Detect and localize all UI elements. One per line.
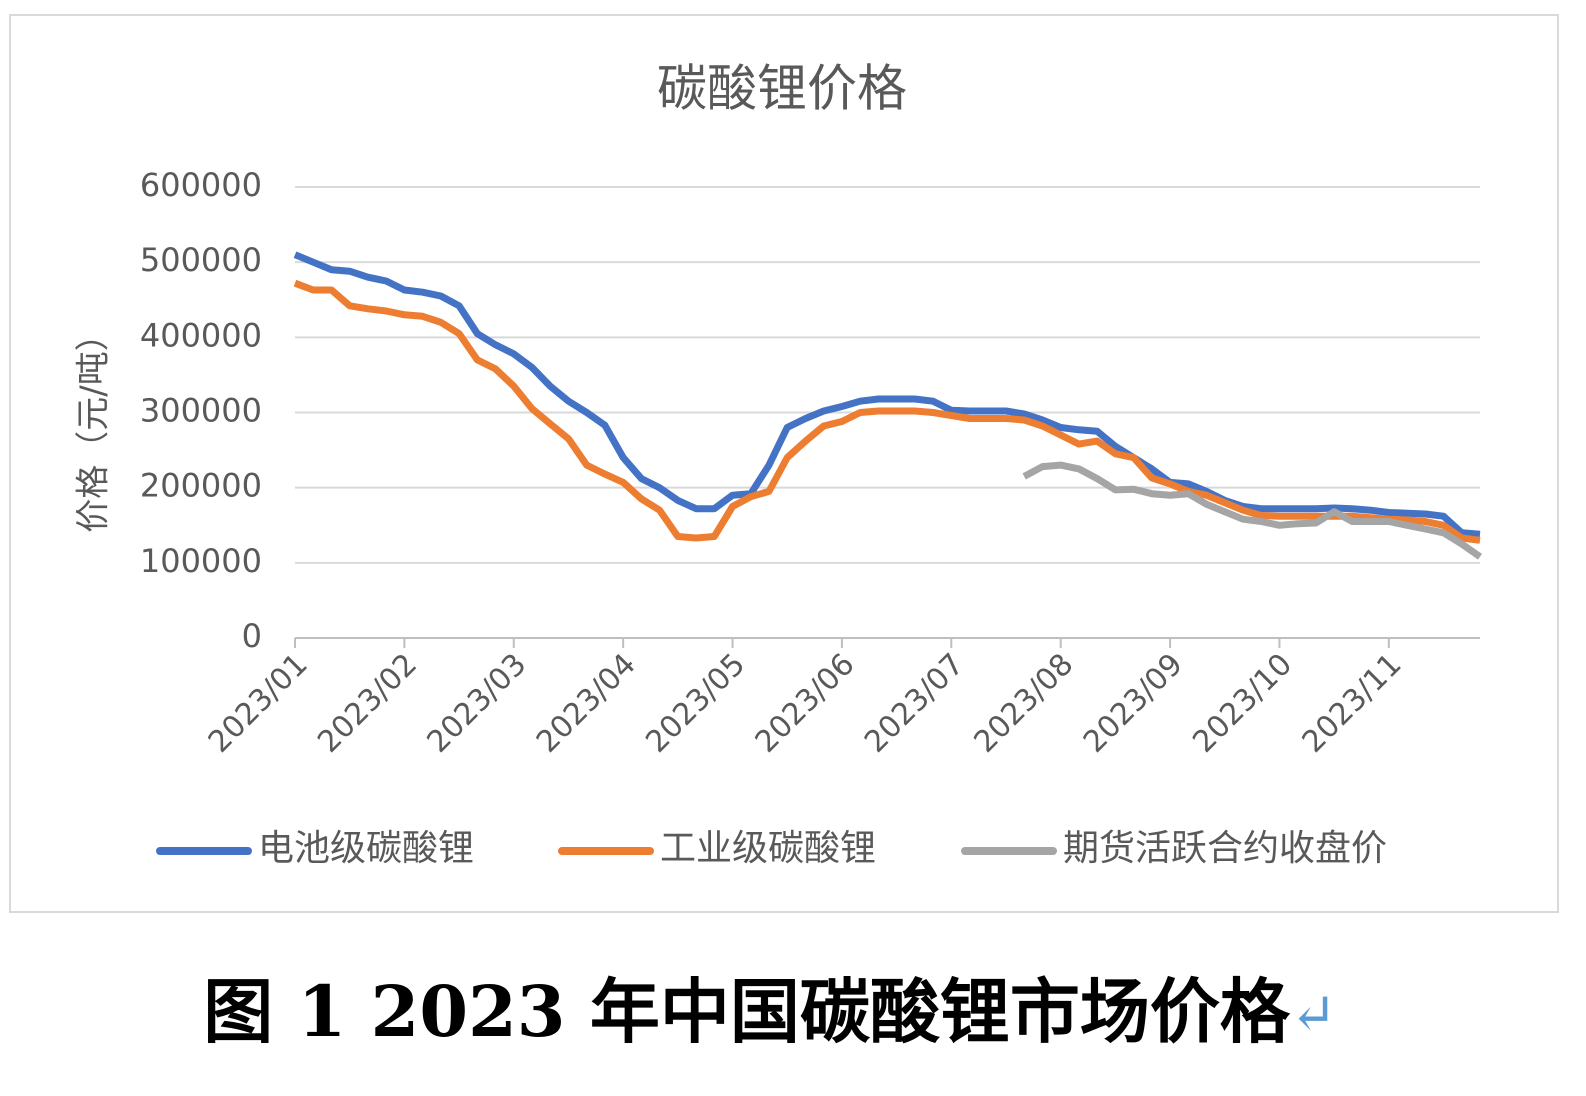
series-line [293,251,1481,538]
caption-mark: ↵ [1290,982,1337,1047]
y-axis-label: 价格（元/吨） [74,317,114,532]
y-tick-label: 300000 [140,392,262,430]
series-line [293,279,1481,544]
y-tick-label: 400000 [140,316,262,354]
y-tick-label: 100000 [140,542,262,580]
legend-label: 工业级碳酸锂 [660,828,876,869]
legend-item: 期货活跃合约收盘价 [961,828,1387,869]
y-tick-label: 0 [242,617,262,655]
caption: 图 1 2023 年中国碳酸锂市场价格↵ [203,970,1337,1053]
series-line [1022,461,1483,560]
legend-label: 电池级碳酸锂 [258,828,474,869]
legend-item: 工业级碳酸锂 [558,828,876,869]
y-tick-label: 200000 [140,467,262,505]
caption-text: 图 1 2023 年中国碳酸锂市场价格 [203,970,1291,1053]
legend-label: 期货活跃合约收盘价 [1063,828,1387,869]
legend-item: 电池级碳酸锂 [156,828,474,869]
y-tick-label: 600000 [140,166,262,204]
y-tick-label: 500000 [140,241,262,279]
chart-title: 碳酸锂价格 [657,60,907,118]
